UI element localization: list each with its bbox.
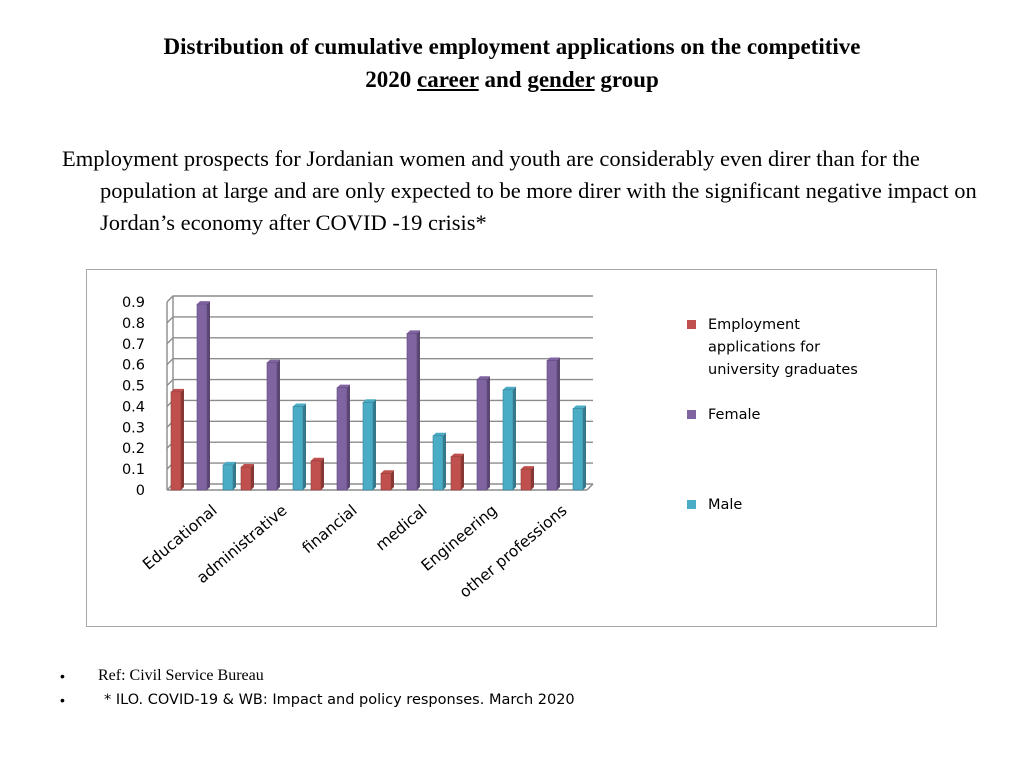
reference-text: Ref: Civil Service Bureau <box>98 667 264 684</box>
reference-item: • Ref: Civil Service Bureau <box>60 664 960 688</box>
bar-top <box>503 386 516 390</box>
bar <box>502 389 514 491</box>
y-tick-label: 0.5 <box>122 379 145 395</box>
bar <box>520 468 532 491</box>
legend-label: university graduates <box>708 362 858 378</box>
bar <box>266 362 278 491</box>
y-tick-label: 0.6 <box>122 358 145 374</box>
bar <box>476 378 488 491</box>
legend-swatch <box>687 500 696 509</box>
bar-side <box>487 376 490 490</box>
y-tick-label: 0.8 <box>122 316 145 332</box>
legend-label: Male <box>708 497 742 513</box>
title-line-2: 2020 career and gender group <box>60 63 964 96</box>
bar-top <box>241 464 254 468</box>
bullet: • <box>60 668 65 684</box>
bar-top <box>267 359 280 363</box>
title-group: group <box>600 67 659 92</box>
bar-side <box>583 405 586 490</box>
bar-top <box>381 470 394 474</box>
bar <box>572 408 584 491</box>
bar-side <box>373 399 376 490</box>
bar-side <box>461 453 464 490</box>
y-tick-label: 0.2 <box>122 441 145 457</box>
bar <box>170 391 182 491</box>
bar-top <box>407 330 420 334</box>
bar-top <box>433 432 446 436</box>
bar-side <box>277 359 280 490</box>
y-tick-label: 0.4 <box>122 399 145 415</box>
bar-top <box>547 357 560 361</box>
bar <box>406 333 418 491</box>
chart-title: Distribution of cumulative employment ap… <box>60 30 964 96</box>
bar-top <box>171 388 184 392</box>
bar <box>240 466 252 491</box>
bar-top <box>293 403 306 407</box>
x-tick-label: medical <box>372 501 430 554</box>
legend-label: Employment <box>708 317 800 333</box>
x-tick-label: financial <box>299 501 361 557</box>
title-year: 2020 <box>365 67 412 92</box>
bar <box>310 460 322 491</box>
bar-side <box>347 384 350 490</box>
bar <box>380 472 392 491</box>
bullet: • <box>60 692 65 708</box>
bar-side <box>207 301 210 490</box>
bar-chart: 00.10.20.30.40.50.60.70.80.9Educationala… <box>122 295 858 601</box>
title-career: career <box>417 67 479 92</box>
legend-swatch <box>687 320 696 329</box>
bar-top <box>451 453 464 457</box>
bar-side <box>321 457 324 490</box>
bar-side <box>181 388 184 490</box>
bar-side <box>303 403 306 490</box>
bar-top <box>363 399 376 403</box>
bar-side <box>391 470 394 490</box>
bar <box>292 406 304 491</box>
bar <box>196 303 208 491</box>
bar-side <box>531 466 534 490</box>
y-tick-label: 0.3 <box>122 420 145 436</box>
bar-side <box>513 386 516 490</box>
y-tick-label: 0.9 <box>122 295 145 311</box>
bar <box>362 401 374 491</box>
bar <box>432 435 444 491</box>
bar-side <box>557 357 560 490</box>
bar-top <box>521 466 534 470</box>
x-axis-corner <box>586 483 594 491</box>
bar <box>546 360 558 491</box>
reference-item: • * ILO. COVID-19 & WB: Impact and polic… <box>60 688 960 712</box>
bar <box>222 464 234 491</box>
bar-top <box>223 461 236 465</box>
y-tick-label: 0.7 <box>122 337 145 353</box>
bar-top <box>573 405 586 409</box>
bar-side <box>251 464 254 490</box>
bar-side <box>443 432 446 490</box>
legend-swatch <box>687 410 696 419</box>
bar <box>336 387 348 491</box>
chart-frame: 0 0.1 0.2 0.3 0.4 0.5 0.6 0.7 0.8 0.9 Educational a… <box>86 269 937 627</box>
y-tick-label: 0.1 <box>122 462 145 478</box>
legend-label: applications for <box>708 340 820 356</box>
bar-top <box>197 301 210 305</box>
plot-back-wall <box>173 296 593 484</box>
title-gender: gender <box>527 67 595 92</box>
reference-text: * ILO. COVID-19 & WB: Impact and policy … <box>104 692 575 708</box>
y-tick-label: 0 <box>136 483 145 499</box>
intro-paragraph: Employment prospects for Jordanian women… <box>62 146 977 235</box>
bar-top <box>311 457 324 461</box>
bar-top <box>337 384 350 388</box>
bar-top <box>477 376 490 380</box>
bar-side <box>417 330 420 490</box>
title-line-1: Distribution of cumulative employment ap… <box>163 34 861 59</box>
legend-label: Female <box>708 407 761 423</box>
title-and: and <box>484 67 522 92</box>
bar-side <box>233 461 236 490</box>
bar <box>450 456 462 491</box>
references: • Ref: Civil Service Bureau • * ILO. COV… <box>60 664 960 712</box>
